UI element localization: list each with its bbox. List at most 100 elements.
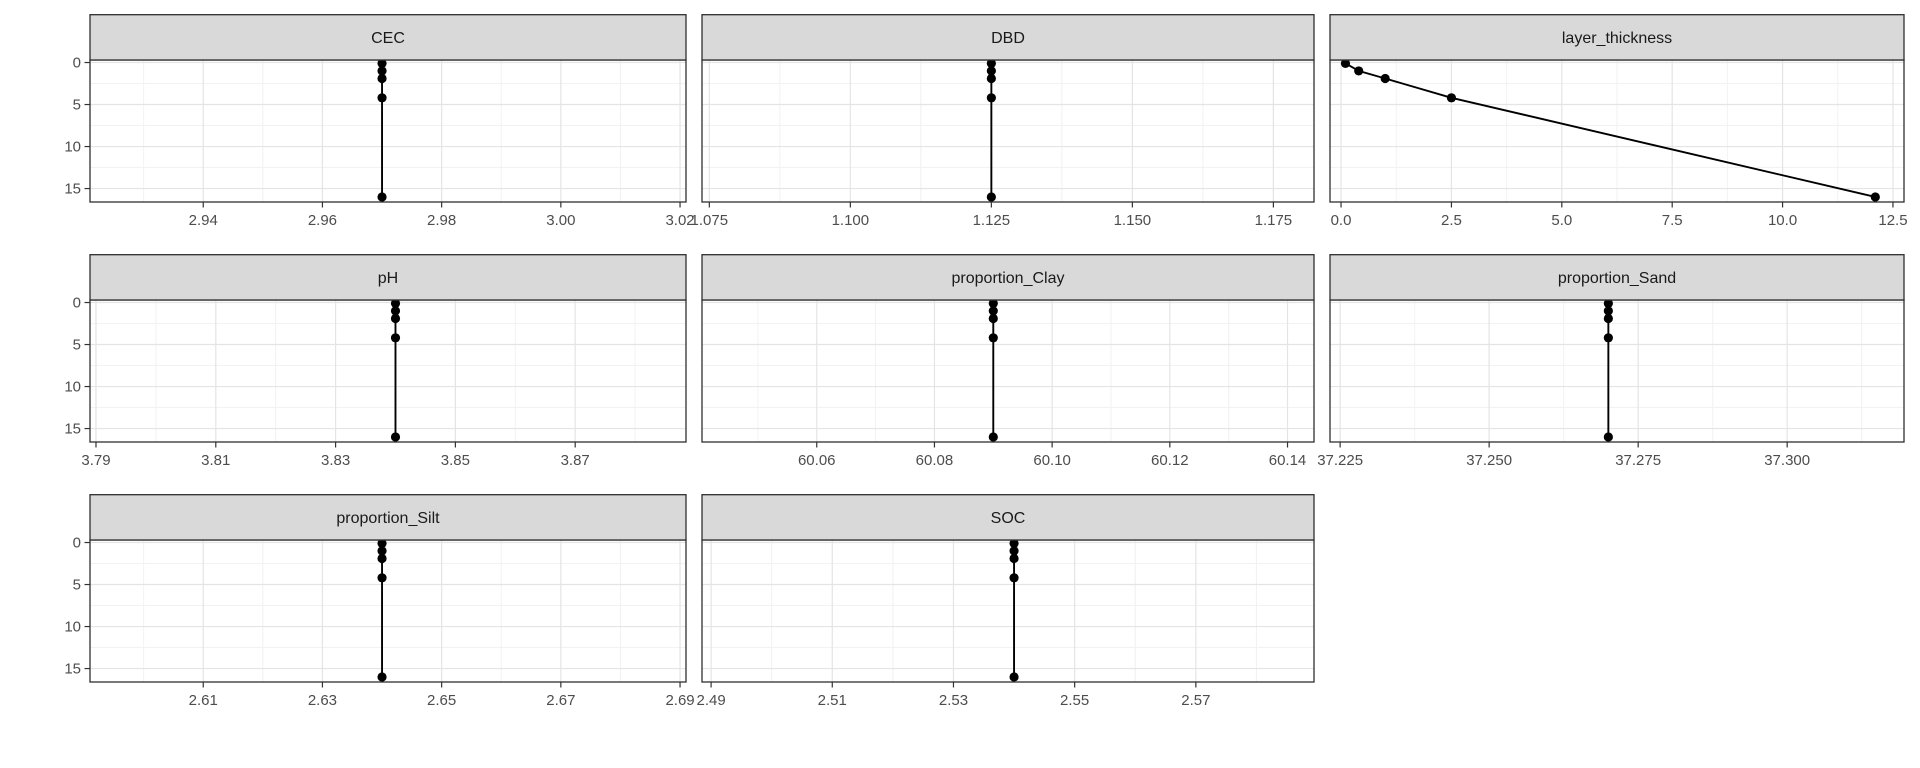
x-tick-label: 3.00 [546, 212, 575, 229]
y-tick-label: 5 [73, 97, 81, 114]
facet-strip [1329, 254, 1905, 301]
facet-plot-SOC: SOC 2.49 2.51 2.53 2.55 2.57 [696, 494, 1315, 709]
y-tick-label: 0 [73, 55, 81, 72]
data-point [377, 546, 387, 556]
data-point [986, 58, 996, 68]
x-tick-label: 7.5 [1662, 212, 1683, 229]
data-point [377, 538, 387, 548]
facet-strip-label: layer_thickness [1562, 30, 1672, 47]
x-tick-label: 1.175 [1255, 212, 1293, 229]
facet-strip-label: SOC [991, 510, 1026, 527]
x-tick-label: 37.225 [1317, 452, 1363, 469]
data-point [377, 192, 387, 202]
data-point [377, 73, 387, 84]
x-tick-label: 2.67 [546, 692, 575, 709]
facet-plot-layer_thickness: layer_thickness 0.0 2.5 5.0 7.5 10.0 12.5 [1329, 14, 1908, 229]
facet-strip [701, 14, 1315, 61]
x-tick-label: 37.275 [1615, 452, 1661, 469]
panel-background [90, 300, 686, 442]
data-point [1354, 66, 1364, 76]
data-point [1603, 432, 1613, 442]
data-point [390, 333, 401, 343]
data-point [988, 298, 998, 308]
x-tick-label: 60.14 [1269, 452, 1307, 469]
x-tick-label: 3.85 [441, 452, 470, 469]
data-point [377, 66, 387, 76]
data-point [1603, 333, 1613, 343]
data-point [377, 58, 387, 68]
data-point [390, 432, 401, 442]
x-tick-label: 1.150 [1114, 212, 1152, 229]
data-point [1870, 192, 1880, 202]
data-point [1009, 553, 1019, 564]
y-tick-label: 15 [64, 181, 81, 198]
data-point [988, 333, 998, 343]
data-point [1603, 306, 1613, 316]
data-point [1009, 538, 1019, 548]
data-point [1380, 73, 1390, 84]
x-tick-label: 2.51 [818, 692, 847, 709]
panel-background [702, 60, 1314, 202]
x-tick-label: 2.53 [939, 692, 968, 709]
x-tick-label: 60.12 [1151, 452, 1189, 469]
x-tick-label: 3.02 [665, 212, 694, 229]
facet-plot-proportion_Clay: proportion_Clay 60.06 60.08 60.10 60.12 60.14 [701, 254, 1315, 469]
x-tick-label: 3.87 [561, 452, 590, 469]
x-tick-label: 2.61 [189, 692, 218, 709]
data-point [986, 93, 996, 103]
facet-strip-label: CEC [371, 30, 405, 47]
facet-plot-CEC: CEC 2.94 2.96 2.98 3.00 3.02 0 5 10 15 [64, 14, 695, 229]
facet-proportion_Silt: proportion_Silt 2.61 2.63 2.65 2.67 2.69 0 5 10 1… [38, 494, 695, 716]
data-point [1009, 546, 1019, 556]
facet-pH: pH 3.79 3.81 3.83 3.85 3.87 0 5 10 15 [38, 254, 687, 476]
x-tick-label: 5.0 [1551, 212, 1572, 229]
data-point [1603, 313, 1613, 324]
data-point [1446, 93, 1457, 103]
y-tick-label: 15 [64, 421, 81, 438]
panel-background [90, 60, 686, 202]
data-point [377, 553, 387, 564]
facet-strip-label: DBD [991, 30, 1025, 47]
data-point [986, 73, 996, 84]
x-tick-label: 2.96 [308, 212, 337, 229]
data-point [1009, 573, 1019, 583]
x-tick-label: 1.075 [691, 212, 729, 229]
x-tick-label: 3.83 [321, 452, 350, 469]
y-tick-label: 10 [64, 619, 81, 636]
y-tick-label: 0 [73, 535, 81, 552]
data-point [1009, 672, 1019, 682]
x-tick-label: 2.63 [308, 692, 337, 709]
y-tick-label: 5 [73, 577, 81, 594]
data-point [390, 298, 401, 308]
facet-strip [701, 254, 1315, 301]
x-tick-label: 2.55 [1060, 692, 1089, 709]
facet-strip-label: pH [378, 270, 398, 287]
data-point [988, 432, 998, 442]
data-point [988, 313, 998, 324]
facet-strip [89, 14, 687, 61]
x-tick-label: 60.06 [798, 452, 836, 469]
facet-proportion_Clay: proportion_Clay 60.06 60.08 60.10 60.12 60.14 [650, 254, 1315, 476]
facet-strip [701, 494, 1315, 541]
x-tick-label: 60.08 [916, 452, 954, 469]
x-tick-label: 2.69 [665, 692, 694, 709]
y-tick-label: 5 [73, 337, 81, 354]
x-tick-label: 2.94 [189, 212, 218, 229]
data-point [390, 313, 401, 324]
x-tick-label: 1.100 [832, 212, 870, 229]
facet-plot-proportion_Silt: proportion_Silt 2.61 2.63 2.65 2.67 2.69 0 5 10 1… [64, 494, 695, 709]
data-point [377, 93, 387, 103]
x-tick-label: 2.57 [1181, 692, 1210, 709]
facet-proportion_Sand: proportion_Sand 37.225 37.250 37.275 37.300 [1278, 254, 1905, 476]
data-point [1603, 298, 1613, 308]
panel-background [1330, 300, 1904, 442]
y-tick-label: 0 [73, 295, 81, 312]
facet-strip [89, 254, 687, 301]
panel-background [702, 540, 1314, 682]
y-tick-label: 10 [64, 379, 81, 396]
facet-DBD: DBD 1.075 1.100 1.125 1.150 1.175 [650, 14, 1315, 236]
data-point [986, 192, 996, 202]
data-point [1340, 58, 1351, 68]
x-tick-label: 2.5 [1441, 212, 1462, 229]
